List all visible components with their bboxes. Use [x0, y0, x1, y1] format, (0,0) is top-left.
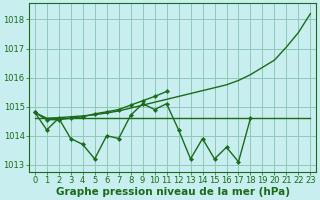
X-axis label: Graphe pression niveau de la mer (hPa): Graphe pression niveau de la mer (hPa) — [56, 187, 290, 197]
